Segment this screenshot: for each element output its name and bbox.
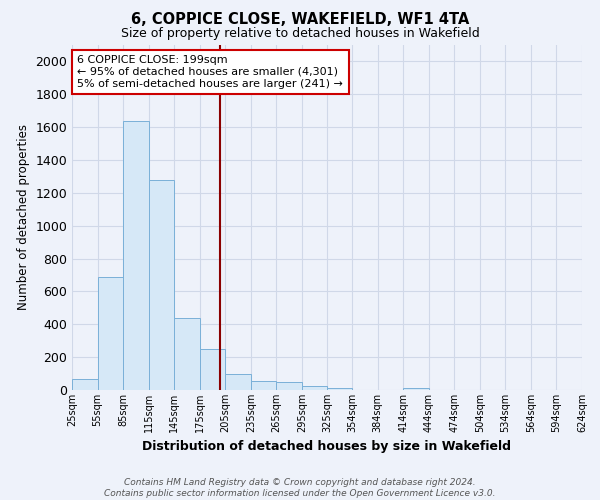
Bar [277, 382, 302, 390]
Y-axis label: Number of detached properties: Number of detached properties [17, 124, 30, 310]
Text: Contains HM Land Registry data © Crown copyright and database right 2024.
Contai: Contains HM Land Registry data © Crown c… [104, 478, 496, 498]
X-axis label: Distribution of detached houses by size in Wakefield: Distribution of detached houses by size … [143, 440, 511, 454]
Bar [328, 388, 352, 390]
Bar [225, 374, 251, 390]
Bar [251, 381, 277, 390]
Bar [149, 180, 174, 390]
Text: 6 COPPICE CLOSE: 199sqm
← 95% of detached houses are smaller (4,301)
5% of semi-: 6 COPPICE CLOSE: 199sqm ← 95% of detache… [77, 56, 343, 88]
Bar [403, 388, 429, 390]
Text: 6, COPPICE CLOSE, WAKEFIELD, WF1 4TA: 6, COPPICE CLOSE, WAKEFIELD, WF1 4TA [131, 12, 469, 28]
Text: Size of property relative to detached houses in Wakefield: Size of property relative to detached ho… [121, 28, 479, 40]
Bar [98, 276, 123, 390]
Bar [302, 386, 328, 390]
Bar [174, 318, 200, 390]
Bar [200, 349, 225, 390]
Bar [123, 120, 149, 390]
Bar [72, 378, 98, 390]
